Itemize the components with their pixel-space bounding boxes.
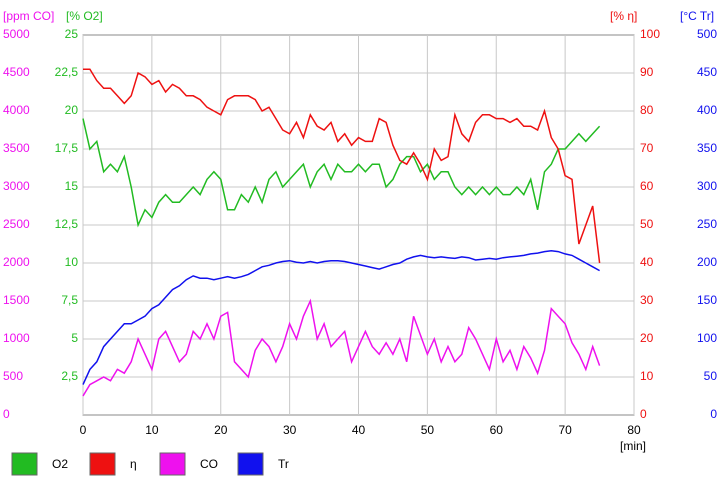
- y-tick-label: 250: [697, 217, 717, 231]
- series-line: [82, 118, 601, 228]
- y-tick-label: 50: [704, 369, 718, 383]
- y-tick-label: 10: [640, 369, 654, 383]
- y-tick-label: 300: [697, 179, 717, 193]
- legend-label: η: [130, 457, 137, 471]
- y-tick-label: 40: [640, 255, 654, 269]
- legend-label: CO: [200, 457, 218, 471]
- y-tick-label: 400: [697, 103, 717, 117]
- x-tick-label: 40: [352, 423, 366, 437]
- legend-swatch: [237, 452, 264, 476]
- y-tick-label: 90: [640, 65, 654, 79]
- x-tick-label: 50: [421, 423, 435, 437]
- series-line: [82, 250, 600, 385]
- y-tick-label: 100: [697, 331, 717, 345]
- y-tick-label: 80: [640, 103, 654, 117]
- y-tick-label: 4000: [3, 103, 30, 117]
- y-tick-label: 60: [640, 179, 654, 193]
- legend-swatch: [89, 452, 116, 476]
- y-tick-label: 500: [697, 27, 717, 41]
- y-tick-label: 15: [65, 179, 79, 193]
- y-tick-label: 1500: [3, 293, 30, 307]
- y-tick-label: 100: [640, 27, 660, 41]
- y-tick-label: 350: [697, 141, 717, 155]
- y-tick-label: 0: [3, 407, 10, 421]
- y-tick-label: 25: [65, 27, 79, 41]
- y-axis-label: [% η]: [610, 9, 637, 23]
- x-tick-label: 20: [214, 423, 228, 437]
- y-tick-label: 3000: [3, 179, 30, 193]
- y-tick-label: 30: [640, 293, 654, 307]
- y-tick-label: 20: [65, 103, 79, 117]
- y-tick-label: 7,5: [61, 293, 78, 307]
- y-tick-label: 5: [71, 331, 78, 345]
- legend-swatch: [159, 452, 186, 476]
- y-tick-label: 0: [710, 407, 717, 421]
- y-tick-label: 17,5: [55, 141, 79, 155]
- y-tick-label: 50: [640, 217, 654, 231]
- series-line: [83, 68, 601, 264]
- legend-label: O2: [52, 457, 68, 471]
- y-axis-label: [ppm CO]: [3, 9, 54, 23]
- x-axis-label: [min]: [620, 439, 646, 453]
- x-tick-label: 30: [283, 423, 297, 437]
- legend-swatch: [11, 452, 38, 476]
- y-tick-label: 0: [640, 407, 647, 421]
- y-tick-label: 450: [697, 65, 717, 79]
- y-axis-label: [°C Tr]: [680, 9, 714, 23]
- y-tick-label: 200: [697, 255, 717, 269]
- y-tick-label: 5000: [3, 27, 30, 41]
- x-tick-label: 0: [80, 423, 87, 437]
- x-tick-label: 80: [627, 423, 641, 437]
- y-tick-label: 70: [640, 141, 654, 155]
- y-tick-label: 2000: [3, 255, 30, 269]
- y-tick-label: 150: [697, 293, 717, 307]
- x-tick-label: 10: [145, 423, 159, 437]
- y-axis-label: [% O2]: [66, 9, 103, 23]
- y-tick-label: 2,5: [61, 369, 78, 383]
- y-tick-label: 12,5: [55, 217, 79, 231]
- y-tick-label: 20: [640, 331, 654, 345]
- legend-label: Tr: [278, 457, 289, 471]
- y-tick-label: 500: [3, 369, 23, 383]
- y-tick-label: 10: [65, 255, 79, 269]
- y-tick-label: 2500: [3, 217, 30, 231]
- y-tick-label: 3500: [3, 141, 30, 155]
- y-tick-label: 22,5: [55, 65, 79, 79]
- y-tick-label: 1000: [3, 331, 30, 345]
- x-tick-label: 60: [490, 423, 504, 437]
- y-tick-label: 4500: [3, 65, 30, 79]
- series-line: [82, 298, 601, 397]
- x-tick-label: 70: [558, 423, 572, 437]
